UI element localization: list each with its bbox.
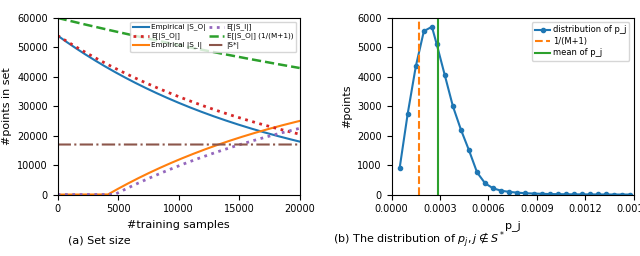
Empirical |S_I| (147, 171, 154, 174)
E[|S_O|] (1/(M+1)) (96, 26, 104, 29)
E[|S_I|] (291, 128, 299, 131)
E[|S_O|] (1/(M+1)) (296, 67, 303, 70)
distribution of p_j (465, 149, 473, 152)
|S*| (296, 143, 303, 146)
distribution of p_j (546, 193, 554, 196)
Line: Empirical |S_I|: Empirical |S_I| (58, 121, 300, 195)
Empirical |S_I| (96, 193, 104, 196)
Y-axis label: #points: #points (342, 84, 352, 128)
Y-axis label: #points in set: #points in set (1, 67, 12, 145)
distribution of p_j (473, 171, 481, 174)
Legend: Empirical |S_O|, E[|S_O|], Empirical |S_I|, E[|S_I|], E[|S_O|] (1/(M+1)), |S*|: Empirical |S_O|, E[|S_O|], Empirical |S_… (130, 22, 296, 52)
|S*| (96, 143, 104, 146)
E[|S_I|] (81, 193, 89, 196)
distribution of p_j (433, 43, 440, 46)
E[|S_I|] (157, 172, 164, 175)
Line: Empirical |S_O|: Empirical |S_O| (58, 36, 300, 142)
distribution of p_j (570, 193, 578, 196)
distribution of p_j (404, 112, 412, 115)
distribution of p_j (513, 191, 521, 194)
distribution of p_j (490, 187, 497, 190)
distribution of p_j (530, 192, 538, 195)
Empirical |S_O| (265, 132, 273, 135)
E[|S_O|] (1/(M+1)) (54, 16, 61, 19)
|S*| (54, 143, 61, 146)
Line: E[|S_O|] (1/(M+1)): E[|S_O|] (1/(M+1)) (58, 18, 300, 68)
distribution of p_j (457, 128, 465, 131)
1/(M+1) (415, 193, 422, 196)
E[|S_O|] (1/(M+1)) (81, 23, 89, 26)
distribution of p_j (420, 30, 428, 33)
|S*| (81, 143, 89, 146)
Empirical |S_O| (296, 140, 303, 143)
distribution of p_j (481, 182, 489, 185)
E[|S_I|] (147, 176, 154, 179)
Line: E[|S_I|]: E[|S_I|] (58, 128, 300, 195)
E[|S_O|] (1/(M+1)) (291, 66, 299, 69)
|S*| (265, 143, 273, 146)
distribution of p_j (627, 193, 634, 196)
1/(M+1) (415, 193, 422, 196)
X-axis label: #training samples: #training samples (127, 220, 230, 230)
E[|S_O|] (157, 88, 164, 91)
E[|S_O|] (1/(M+1)) (265, 61, 273, 64)
distribution of p_j (554, 193, 562, 196)
E[|S_I|] (96, 193, 104, 196)
E[|S_I|] (265, 135, 273, 138)
distribution of p_j (449, 105, 457, 108)
E[|S_O|] (81, 51, 89, 54)
E[|S_I|] (296, 127, 303, 130)
Empirical |S_I| (81, 193, 89, 196)
E[|S_O|] (291, 132, 299, 135)
distribution of p_j (611, 193, 618, 196)
distribution of p_j (412, 65, 420, 68)
Line: distribution of p_j: distribution of p_j (397, 25, 632, 197)
distribution of p_j (602, 193, 610, 196)
|S*| (291, 143, 299, 146)
E[|S_O|] (1/(M+1)) (157, 40, 164, 43)
distribution of p_j (396, 166, 403, 169)
distribution of p_j (441, 74, 449, 77)
E[|S_O|] (265, 125, 273, 128)
Empirical |S_O| (291, 139, 299, 142)
distribution of p_j (497, 189, 505, 192)
distribution of p_j (578, 193, 586, 196)
Empirical |S_O| (81, 53, 89, 56)
Empirical |S_O| (157, 93, 164, 97)
distribution of p_j (538, 192, 545, 195)
distribution of p_j (595, 193, 602, 196)
Text: (b) The distribution of $p_j, j \notin S^*$: (b) The distribution of $p_j, j \notin S… (333, 229, 505, 250)
Empirical |S_I| (157, 166, 164, 169)
X-axis label: p_j: p_j (505, 220, 520, 231)
E[|S_O|] (54, 34, 61, 37)
distribution of p_j (506, 190, 513, 194)
|S*| (147, 143, 154, 146)
distribution of p_j (522, 192, 529, 195)
distribution of p_j (428, 25, 436, 28)
Legend: distribution of p_j, 1/(M+1), mean of p_j: distribution of p_j, 1/(M+1), mean of p_… (532, 22, 629, 61)
E[|S_I|] (54, 193, 61, 196)
distribution of p_j (618, 193, 626, 196)
distribution of p_j (586, 193, 594, 196)
distribution of p_j (562, 193, 570, 196)
Empirical |S_I| (265, 127, 273, 131)
Empirical |S_I| (291, 121, 299, 124)
Empirical |S_O| (54, 34, 61, 37)
mean of p_j (435, 193, 442, 196)
mean of p_j (435, 193, 442, 196)
Empirical |S_I| (54, 193, 61, 196)
E[|S_O|] (147, 83, 154, 87)
|S*| (157, 143, 164, 146)
Empirical |S_I| (296, 119, 303, 122)
Text: (a) Set size: (a) Set size (68, 235, 131, 245)
Line: E[|S_O|]: E[|S_O|] (58, 36, 300, 134)
Empirical |S_O| (147, 89, 154, 92)
E[|S_O|] (296, 133, 303, 136)
Empirical |S_O| (96, 62, 104, 65)
E[|S_O|] (96, 59, 104, 62)
E[|S_O|] (1/(M+1)) (147, 38, 154, 41)
